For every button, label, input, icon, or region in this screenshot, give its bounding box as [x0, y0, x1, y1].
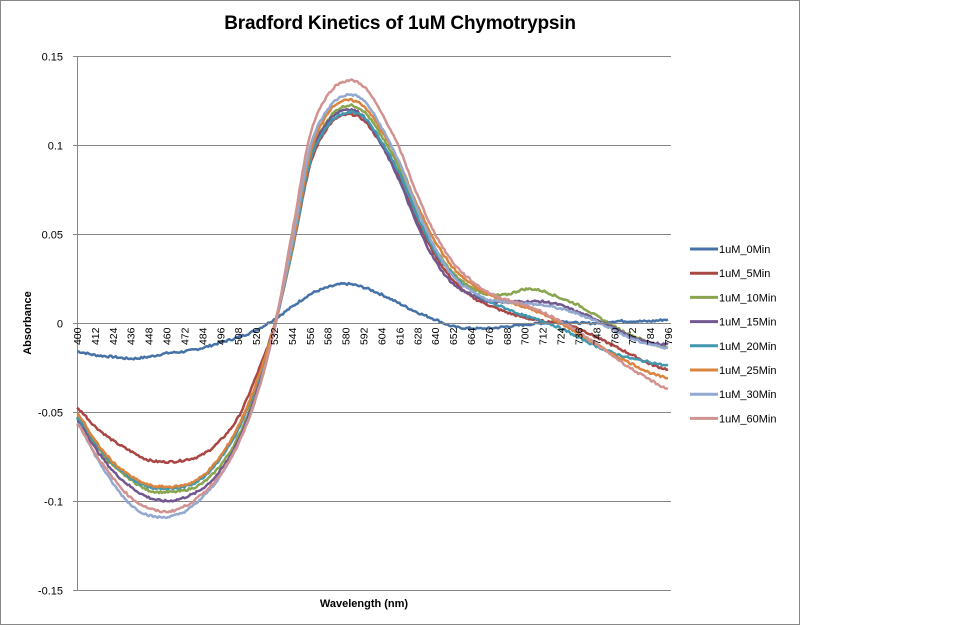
- x-tick-label: 448: [144, 327, 156, 345]
- chart-frame: [0, 0, 800, 625]
- x-tick-label: 472: [180, 327, 192, 345]
- x-axis-ticks: 400 412 424 436 448 460 472 484 496 508 520 532 544 5…: [72, 327, 675, 345]
- x-tick-label: 412: [90, 327, 102, 345]
- legend-item: 1uM_20Min: [690, 341, 776, 353]
- x-tick-label: 688: [502, 327, 514, 345]
- legend-item: 1uM_15Min: [690, 317, 776, 329]
- series-line-1uM_10Min: [76, 103, 669, 495]
- y-tick-label: 0.15: [42, 52, 63, 64]
- series-line-1uM_20Min: [75, 109, 669, 491]
- legend-label: 1uM_0Min: [719, 244, 770, 256]
- x-tick-label: 748: [591, 327, 603, 345]
- x-tick-label: 628: [412, 327, 424, 345]
- x-axis-title: Wavelength (nm): [320, 598, 409, 610]
- chart-title: Bradford Kinetics of 1uM Chymotrypsin: [224, 13, 576, 34]
- legend-item: 1uM_0Min: [690, 244, 770, 256]
- x-tick-label: 484: [197, 327, 209, 345]
- x-tick-label: 532: [269, 327, 281, 345]
- y-tick-label: -0.15: [38, 586, 63, 598]
- legend-label: 1uM_5Min: [719, 268, 770, 280]
- x-tick-label: 568: [323, 327, 335, 345]
- series-line-1uM_5Min: [76, 112, 669, 465]
- x-tick-label: 556: [305, 327, 317, 345]
- legend: 1uM_0Min 1uM_5Min 1uM_10Min 1uM_15Min 1uM_20…: [690, 244, 776, 425]
- legend-item: 1uM_5Min: [690, 268, 770, 280]
- y-tick-label: -0.05: [38, 408, 63, 420]
- x-tick-label: 676: [484, 327, 496, 345]
- series-lines: [75, 78, 669, 520]
- x-tick-label: 460: [162, 327, 174, 345]
- y-tick-label: 0.1: [48, 141, 63, 153]
- x-tick-label: 496: [215, 327, 227, 345]
- x-tick-label: 700: [520, 327, 532, 345]
- legend-label: 1uM_15Min: [719, 317, 776, 329]
- legend-label: 1uM_20Min: [719, 341, 776, 353]
- legend-label: 1uM_10Min: [719, 292, 776, 304]
- x-tick-label: 400: [72, 327, 84, 345]
- legend-label: 1uM_25Min: [719, 365, 776, 377]
- y-tick-label: -0.1: [44, 497, 63, 509]
- series-line-1uM_0Min: [77, 281, 669, 361]
- x-tick-label: 580: [341, 327, 353, 345]
- legend-item: 1uM_30Min: [690, 389, 776, 401]
- x-tick-label: 520: [251, 327, 263, 345]
- legend-item: 1uM_25Min: [690, 365, 776, 377]
- x-tick-label: 508: [233, 327, 245, 345]
- x-tick-label: 652: [448, 327, 460, 345]
- legend-item: 1uM_10Min: [690, 292, 776, 304]
- x-tick-label: 604: [377, 327, 389, 345]
- y-tick-label: 0: [57, 319, 63, 331]
- x-tick-label: 724: [556, 327, 568, 345]
- x-tick-label: 592: [359, 327, 371, 345]
- x-tick-label: 796: [663, 327, 675, 345]
- x-tick-label: 436: [126, 327, 138, 345]
- series-line-1uM_60Min: [76, 78, 669, 514]
- x-tick-label: 736: [574, 327, 586, 345]
- y-tick-label: 0.05: [42, 230, 63, 242]
- x-tick-label: 424: [108, 327, 120, 345]
- legend-label: 1uM_60Min: [719, 413, 776, 425]
- x-tick-label: 784: [645, 327, 657, 345]
- x-tick-label: 544: [287, 327, 299, 345]
- y-axis-title: Absorbance: [22, 291, 34, 355]
- series-line-1uM_30Min: [76, 92, 669, 520]
- legend-label: 1uM_30Min: [719, 389, 776, 401]
- x-tick-label: 712: [538, 327, 550, 345]
- x-tick-label: 664: [466, 327, 478, 345]
- x-tick-label: 640: [430, 327, 442, 345]
- y-axis-ticks: 0.15 0.1 0.05 0 -0.05 -0.1 -0.15: [38, 52, 63, 598]
- legend-item: 1uM_60Min: [690, 413, 776, 425]
- x-tick-label: 772: [627, 327, 639, 345]
- x-tick-label: 616: [394, 327, 406, 345]
- series-line-1uM_25Min: [76, 97, 669, 489]
- x-tick-label: 760: [609, 327, 621, 345]
